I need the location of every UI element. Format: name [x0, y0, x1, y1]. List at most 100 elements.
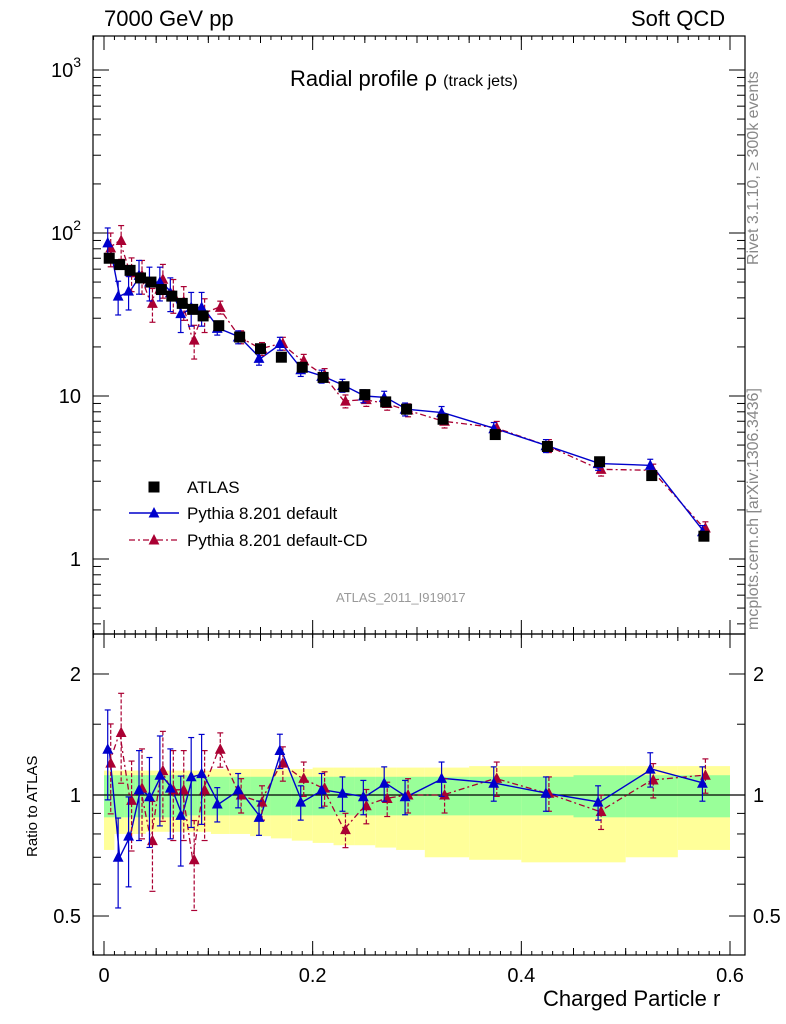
- legend-label: ATLAS: [187, 478, 240, 497]
- point-atlas: [145, 276, 157, 288]
- header-left-label: 7000 GeV pp: [104, 6, 234, 31]
- ratio-point-pythia-default-cd: [298, 772, 310, 783]
- x-tick-label: 0.6: [716, 965, 744, 987]
- ratio-point-pythia-default: [488, 777, 500, 788]
- title-main: Radial profile: [290, 66, 419, 91]
- ratio-y-tick-label-right: 2: [753, 664, 764, 686]
- point-atlas: [296, 361, 308, 373]
- point-pythia-default-cd: [340, 395, 351, 406]
- ratio-y-tick-label-left: 0.5: [53, 906, 81, 928]
- ratio-point-pythia-default: [697, 777, 708, 788]
- point-atlas: [135, 272, 147, 284]
- point-atlas: [114, 259, 126, 271]
- ratio-inner-band-bin: [135, 775, 146, 818]
- x-axis-label: Charged Particle r: [543, 986, 721, 1011]
- point-atlas: [359, 389, 371, 401]
- point-pythia-default: [102, 236, 114, 248]
- ratio-point-pythia-default: [123, 830, 134, 841]
- ratio-point-pythia-default: [399, 790, 411, 802]
- ratio-inner-band-bin: [166, 775, 178, 818]
- ratio-point-pythia-default: [378, 777, 390, 788]
- ratio-point-pythia-default: [253, 811, 265, 822]
- point-atlas: [646, 470, 658, 482]
- ratio-inner-band-bin: [104, 775, 115, 818]
- ratio-point-pythia-default-cd: [105, 757, 117, 768]
- x-tick-label: 0.4: [507, 965, 535, 987]
- legend-label: Pythia 8.201 default: [187, 504, 338, 523]
- ratio-y-tick-label-right: 1: [753, 785, 764, 807]
- ratio-point-pythia-default-cd: [188, 853, 200, 865]
- ratio-inner-band-bin: [114, 775, 125, 818]
- point-atlas: [234, 331, 246, 343]
- ratio-point-pythia-default: [175, 809, 187, 820]
- point-atlas: [155, 284, 167, 296]
- point-atlas: [213, 320, 225, 332]
- point-pythia-default-cd: [595, 463, 607, 474]
- ratio-point-pythia-default: [196, 767, 208, 779]
- point-atlas: [317, 371, 329, 383]
- ratio-point-pythia-default: [154, 769, 166, 780]
- ratio-point-pythia-default: [185, 770, 197, 782]
- point-atlas: [255, 343, 266, 355]
- legend-marker-atlas: [148, 481, 160, 493]
- ratio-point-pythia-default-cd: [340, 823, 351, 835]
- legend-marker-pythia-default-cd: [148, 534, 160, 545]
- ratio-inner-band-bin: [270, 776, 292, 816]
- point-atlas: [275, 351, 287, 363]
- ratio-point-pythia-default: [540, 787, 552, 798]
- ratio-point-pythia-default: [436, 772, 447, 783]
- title-symbol: ρ: [424, 66, 438, 91]
- point-atlas: [338, 381, 350, 393]
- x-tick-label: 0.2: [299, 965, 327, 987]
- point-pythia-default-cd: [188, 334, 200, 345]
- point-atlas: [489, 429, 501, 441]
- ratio-point-pythia-default: [295, 796, 307, 807]
- point-pythia-default: [196, 301, 208, 312]
- ratio-point-pythia-default: [112, 851, 124, 862]
- point-atlas: [401, 403, 413, 415]
- point-atlas: [698, 530, 710, 542]
- ratio-point-pythia-default: [211, 797, 223, 809]
- point-pythia-default: [644, 459, 656, 470]
- ratio-point-pythia-default-cd: [214, 743, 226, 754]
- chart-title: Radial profile ρ (track jets): [290, 66, 518, 92]
- title-suffix: (track jets): [443, 73, 518, 90]
- point-pythia-default: [253, 352, 265, 363]
- ratio-point-pythia-default: [592, 796, 604, 807]
- ratio-point-pythia-default: [133, 783, 145, 795]
- y-tick-label: 1: [70, 549, 81, 571]
- point-atlas: [176, 297, 188, 309]
- ratio-point-pythia-default: [337, 787, 348, 798]
- ratio-inner-band-bin: [124, 775, 136, 818]
- ratio-inner-band-bin: [312, 776, 334, 816]
- ratio-point-pythia-default: [316, 783, 327, 795]
- point-pythia-default: [112, 290, 124, 301]
- ratio-point-pythia-default: [357, 790, 369, 802]
- point-atlas: [197, 310, 209, 322]
- ratio-inner-band-bin: [177, 775, 188, 818]
- header-right-label: Soft QCD: [631, 6, 726, 31]
- ratio-y-tick-label-left: 2: [70, 664, 81, 686]
- ratio-point-pythia-default: [274, 744, 286, 756]
- point-pythia-default-cd: [214, 301, 226, 312]
- point-atlas: [103, 252, 115, 264]
- y-tick-label: 102: [51, 217, 81, 245]
- x-tick-label: 0: [98, 965, 109, 987]
- ratio-point-pythia-default-cd: [147, 834, 158, 846]
- point-pythia-default: [123, 285, 134, 296]
- legend-marker-pythia-default: [148, 507, 160, 518]
- point-pythia-default-cd: [147, 297, 158, 308]
- point-atlas: [380, 396, 392, 408]
- legend-label: Pythia 8.201 default-CD: [187, 531, 368, 550]
- point-atlas: [166, 290, 178, 302]
- point-atlas: [541, 440, 553, 452]
- y-tick-label: 103: [51, 54, 81, 82]
- point-atlas: [594, 456, 606, 468]
- ratio-y-tick-label-right: 0.5: [753, 906, 781, 928]
- analysis-label: ATLAS_2011_I919017: [336, 590, 466, 605]
- ratio-line-pythia-default: [108, 748, 705, 860]
- point-atlas: [124, 264, 136, 276]
- ratio-point-pythia-default-cd: [115, 726, 127, 738]
- y-tick-label: 10: [59, 386, 81, 408]
